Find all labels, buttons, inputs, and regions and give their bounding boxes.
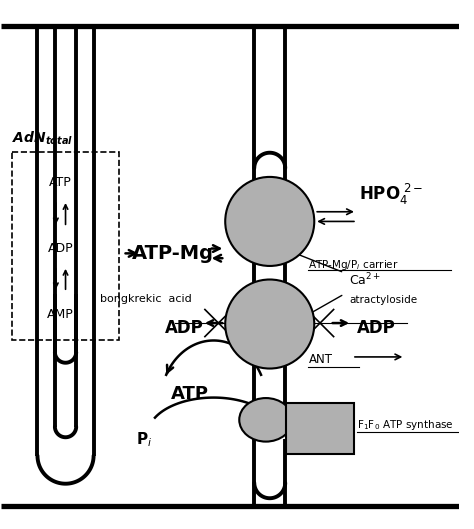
Text: P$_i$: P$_i$	[136, 430, 152, 449]
Text: ADP: ADP	[357, 319, 396, 337]
Circle shape	[225, 279, 314, 369]
Text: ATP-Mg/P$_i$ carrier: ATP-Mg/P$_i$ carrier	[309, 258, 399, 272]
Text: AdN$_{\mathregular{total}}$: AdN$_{\mathregular{total}}$	[12, 130, 73, 147]
Text: ATP: ATP	[49, 176, 72, 189]
Text: ATP: ATP	[172, 385, 210, 403]
Circle shape	[225, 177, 314, 266]
Text: AMP: AMP	[47, 308, 74, 321]
Text: ADP: ADP	[165, 319, 204, 337]
Text: ADP: ADP	[48, 242, 73, 255]
Text: bongkrekic  acid: bongkrekic acid	[100, 294, 192, 304]
Text: F$_1$F$_0$ ATP synthase: F$_1$F$_0$ ATP synthase	[357, 418, 454, 432]
Text: ANT: ANT	[309, 353, 332, 366]
Bar	[286, 404, 354, 454]
Text: Ca$^{2+}$: Ca$^{2+}$	[349, 271, 381, 288]
Text: ATP-Mg: ATP-Mg	[132, 244, 214, 263]
Ellipse shape	[239, 398, 292, 442]
Text: atractyloside: atractyloside	[349, 295, 417, 305]
Text: HPO$_4^{\ 2-}$: HPO$_4^{\ 2-}$	[359, 182, 423, 207]
